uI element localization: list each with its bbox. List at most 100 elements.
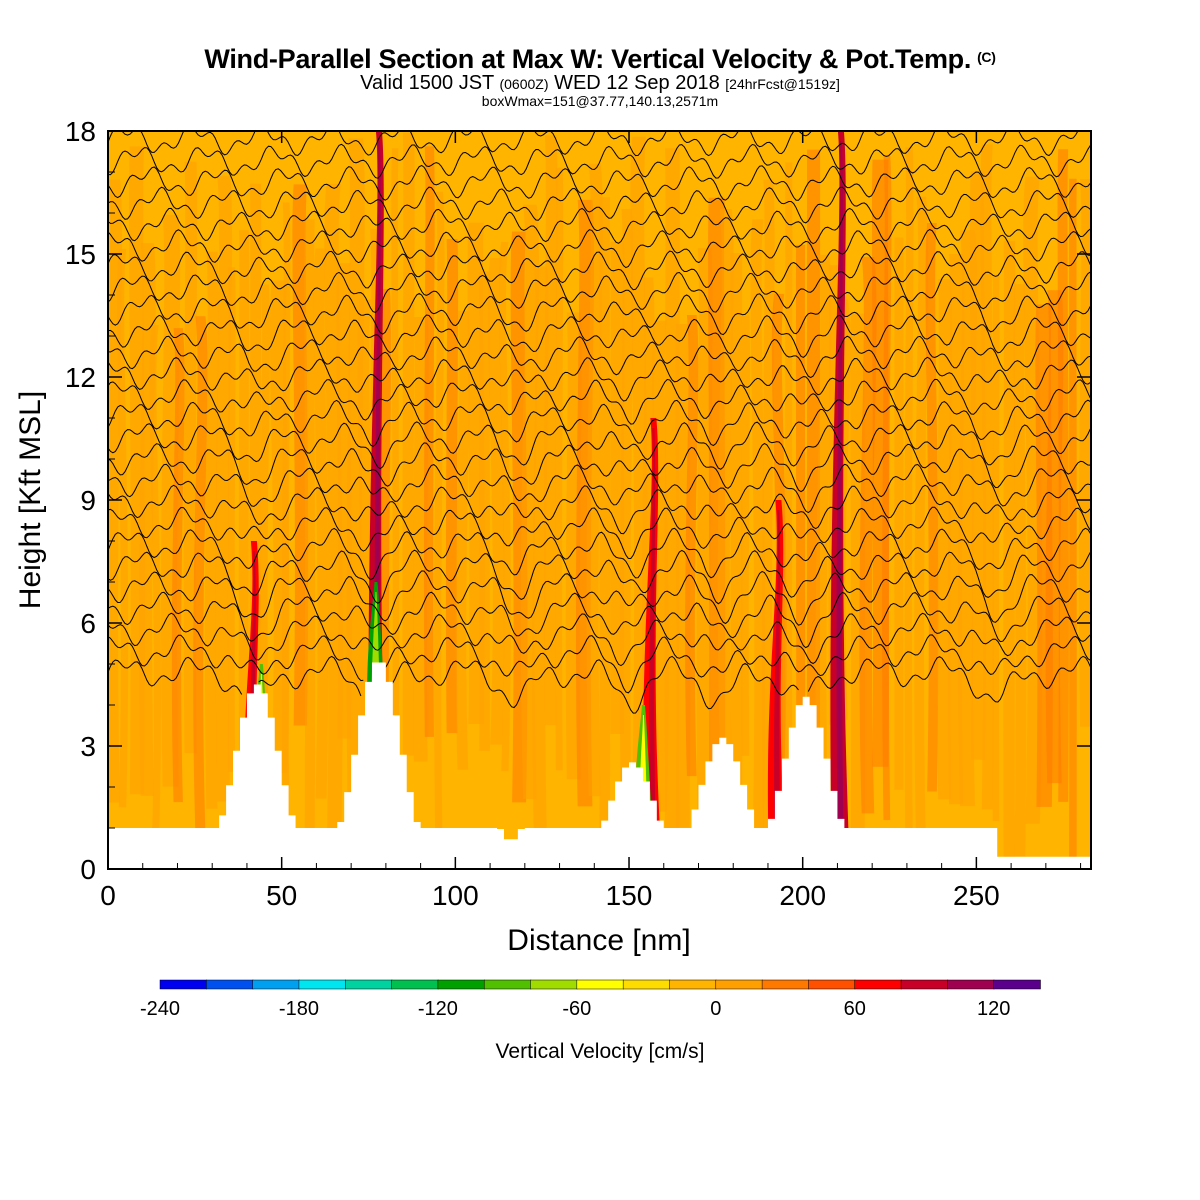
theta-contour <box>108 484 1091 535</box>
velocity-cell <box>520 204 540 799</box>
y-tick-label: 12 <box>65 362 96 393</box>
velocity-cell <box>815 254 832 855</box>
theta-contour <box>108 612 1091 667</box>
chart-title: Wind-Parallel Section at Max W: Vertical… <box>0 44 1200 75</box>
theta-contour <box>108 421 1091 470</box>
theta-contour <box>108 356 1091 402</box>
theta-contour <box>108 549 1091 605</box>
colorbar-swatch <box>854 979 902 990</box>
velocity-cell <box>479 271 491 751</box>
velocity-cell <box>904 147 914 848</box>
x-tick-label: 50 <box>266 880 297 911</box>
updraft-core <box>836 141 844 869</box>
velocity-cell <box>555 167 564 771</box>
velocity-cell <box>750 219 766 857</box>
theta-contour <box>108 335 1091 379</box>
theta-contour <box>108 186 1091 224</box>
velocity-cell <box>1003 240 1016 867</box>
theta-contour <box>108 131 1091 157</box>
theta-contour <box>108 463 1091 514</box>
theta-contour <box>108 399 1091 447</box>
theta-contours <box>108 131 1091 714</box>
theta-contour <box>108 250 1091 291</box>
valid-time: Valid 1500 JST <box>360 72 494 94</box>
velocity-cell <box>227 267 236 772</box>
y-tick-label: 6 <box>80 608 96 639</box>
velocity-cell <box>445 238 459 734</box>
x-axis: 0 50 100 150 200 250 <box>100 131 1082 911</box>
theta-contour <box>108 570 1091 626</box>
y-tick-label: 9 <box>80 485 96 516</box>
chart-title-suffix: (C) <box>977 49 996 65</box>
colorbar-swatch <box>947 979 995 990</box>
velocity-cell <box>1069 178 1077 869</box>
velocity-cell <box>259 284 270 741</box>
y-tick-label: 18 <box>65 116 96 147</box>
velocity-cell <box>795 244 806 837</box>
velocity-cell <box>914 196 929 854</box>
colorbar-swatch <box>808 979 856 990</box>
colorbar: -240 -180 -120 -60 0 60 120 <box>140 979 1041 1020</box>
velocity-cell <box>685 315 699 777</box>
theta-contour <box>108 506 1091 560</box>
velocity-cell <box>543 135 558 726</box>
theta-contour <box>108 527 1091 581</box>
theta-contour <box>108 228 1091 269</box>
colorbar-swatch <box>715 979 763 990</box>
velocity-cell <box>992 275 1000 822</box>
velocity-cell <box>498 241 511 772</box>
terrain <box>108 662 1091 869</box>
velocity-cell <box>238 230 250 804</box>
velocity-cell <box>619 209 634 865</box>
updraft-core <box>648 428 657 869</box>
theta-contour <box>108 655 1091 714</box>
theta-contour <box>108 442 1091 493</box>
x-tick-label: 250 <box>953 880 1000 911</box>
colorbar-swatch <box>206 979 254 990</box>
colorbar-swatch <box>576 979 624 990</box>
theta-contour <box>108 634 1091 694</box>
y-tick-label: 3 <box>80 731 96 762</box>
colorbar-swatch <box>159 979 208 990</box>
theta-contour <box>108 314 1091 358</box>
velocity-cell <box>696 248 713 850</box>
valid-date: WED 12 Sep 2018 <box>554 72 720 94</box>
colorbar-swatch <box>530 979 578 990</box>
velocity-cell <box>1013 284 1027 857</box>
velocity-cell <box>149 324 162 851</box>
theta-contour <box>108 164 1091 201</box>
velocity-cell <box>304 219 316 856</box>
colorbar-swatch <box>900 979 949 990</box>
velocity-cell <box>599 197 611 865</box>
x-tick-label: 150 <box>606 880 653 911</box>
theta-contour <box>108 271 1091 313</box>
colorbar-tick-label: -240 <box>140 998 180 1020</box>
x-tick-label: 200 <box>779 880 826 911</box>
theta-contour <box>108 378 1091 425</box>
velocity-cell <box>894 237 904 790</box>
velocity-cell <box>402 132 415 756</box>
colorbar-title: Vertical Velocity [cm/s] <box>496 1040 705 1063</box>
y-tick-label: 15 <box>65 239 96 270</box>
y-axis: 0 3 6 9 12 15 18 <box>65 116 1091 885</box>
velocity-cell <box>784 162 793 797</box>
colorbar-swatch <box>669 979 717 990</box>
velocity-cell <box>455 310 471 770</box>
colorbar-swatch <box>391 979 439 990</box>
chart-title-text: Wind-Parallel Section at Max W: Vertical… <box>204 44 972 74</box>
plot-area <box>108 131 1091 869</box>
colorbar-swatch <box>252 979 300 990</box>
theta-contour <box>108 143 1091 179</box>
colorbar-swatch <box>483 979 532 990</box>
colorbar-tick-label: 0 <box>710 998 721 1020</box>
colorbar-swatch <box>761 979 810 990</box>
velocity-cell <box>882 155 892 821</box>
velocity-cell <box>740 315 751 756</box>
velocity-field <box>108 132 1091 869</box>
chart-subtitle-valid: Valid 1500 JST (0600Z) WED 12 Sep 2018 [… <box>0 72 1200 95</box>
colorbar-swatch <box>437 979 485 990</box>
x-axis-title: Distance [nm] <box>507 924 690 957</box>
forecast-info: [24hrFcst@1519z] <box>725 76 840 92</box>
theta-contour <box>108 207 1091 245</box>
